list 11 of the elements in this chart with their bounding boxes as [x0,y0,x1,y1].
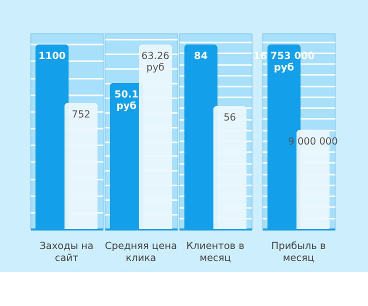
data-label: 752 [72,109,90,120]
data-label: 63.26 руб [141,50,170,74]
data-label: 56 [224,112,236,124]
data-label: 84 [194,50,208,62]
x-tick-label: Прибыль в месяц [271,241,326,264]
x-tick-label: Заходы на сайт [40,241,94,264]
data-label: 1100 [38,50,66,62]
data-label: 50.1 руб [114,89,139,112]
x-tick-label: Средняя цена клика [104,241,177,264]
data-label: 9 000 000 [288,136,338,148]
x-tick-label: Клиентов в месяц [186,241,245,264]
